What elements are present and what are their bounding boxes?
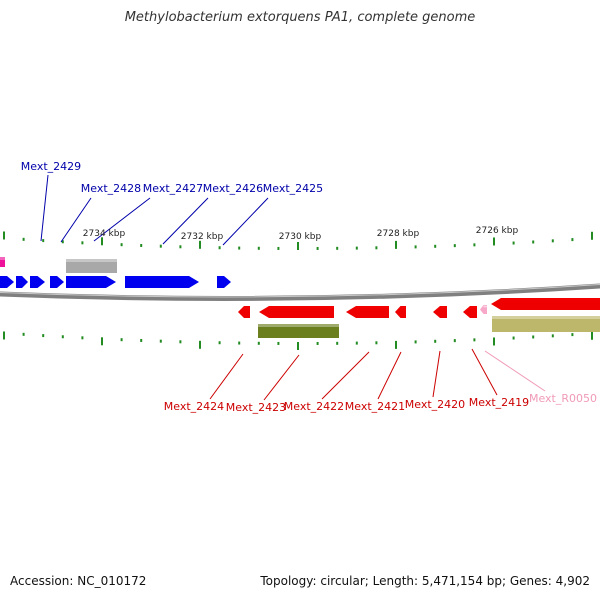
reverse-gene bbox=[238, 306, 250, 318]
reverse-leader-line bbox=[209, 353, 244, 400]
genome-backbone-highlight bbox=[0, 284, 600, 298]
forward-gene bbox=[16, 276, 28, 288]
gene-features bbox=[0, 257, 600, 338]
reverse-gene bbox=[346, 306, 389, 318]
forward-gene-label: Mext_2426 bbox=[203, 182, 263, 195]
forward-leader-line bbox=[93, 197, 151, 242]
reverse-feature-light-body bbox=[492, 316, 600, 332]
forward-gene bbox=[125, 276, 199, 288]
reverse-gene-body bbox=[463, 306, 477, 318]
accession-text: Accession: NC_010172 bbox=[10, 574, 147, 588]
scale-label: 2734 kbp bbox=[83, 229, 126, 239]
forward-leader-line bbox=[162, 197, 209, 245]
reverse-gene-body bbox=[395, 306, 406, 318]
forward-gene-body bbox=[217, 276, 231, 288]
trna-feature-highlight bbox=[0, 257, 5, 260]
scale-label: 2732 kbp bbox=[181, 232, 224, 242]
reverse-leader-line bbox=[471, 348, 498, 396]
forward-gene bbox=[0, 276, 14, 288]
reverse-gene-body bbox=[238, 306, 250, 318]
forward-gene-body bbox=[125, 276, 199, 288]
topology-summary: Topology: circular; Length: 5,471,154 bp… bbox=[260, 574, 590, 588]
forward-gene bbox=[66, 276, 116, 288]
reverse-leader-line bbox=[321, 351, 370, 400]
forward-gene-label: Mext_2427 bbox=[143, 182, 203, 195]
forward-gene-body bbox=[50, 276, 64, 288]
reverse-gene-label: Mext_2422 bbox=[284, 400, 344, 413]
reverse-gene-body bbox=[259, 306, 334, 318]
forward-leader-line bbox=[60, 197, 92, 243]
forward-gene-body bbox=[0, 276, 14, 288]
reverse-gene-body bbox=[433, 306, 447, 318]
reverse-leader-line bbox=[484, 350, 546, 392]
reverse-gene-body bbox=[346, 306, 389, 318]
label-leader-lines bbox=[40, 174, 546, 401]
forward-feature-grey-highlight bbox=[66, 259, 117, 262]
forward-gene bbox=[217, 276, 231, 288]
scale-label: 2726 kbp bbox=[476, 226, 519, 236]
reverse-gene-label: Mext_R0050 bbox=[529, 392, 597, 405]
reverse-gene bbox=[463, 306, 477, 318]
forward-gene bbox=[30, 276, 45, 288]
map-title: Methylobacterium extorquens PA1, complet… bbox=[124, 10, 476, 25]
forward-feature-grey bbox=[66, 259, 117, 273]
reverse-feature-dark bbox=[258, 324, 339, 338]
reverse-feature-dark-body bbox=[258, 324, 339, 338]
forward-feature-grey-body bbox=[66, 259, 117, 273]
reverse-gene-body bbox=[491, 298, 600, 310]
scale-labels: 2734 kbp 2732 kbp 2730 kbp 2728 kbp 2726 kbp bbox=[83, 226, 519, 242]
reverse-gene bbox=[491, 298, 600, 310]
reverse-gene-label: Mext_2424 bbox=[164, 400, 224, 413]
forward-leader-line bbox=[40, 174, 49, 242]
reverse-gene bbox=[395, 306, 406, 318]
forward-gene-label: Mext_2428 bbox=[81, 182, 141, 195]
forward-gene-body bbox=[30, 276, 45, 288]
forward-gene-body bbox=[66, 276, 116, 288]
trna-feature bbox=[0, 257, 5, 267]
scale-label: 2728 kbp bbox=[377, 229, 420, 239]
scale-ticks bbox=[3, 231, 593, 350]
reverse-gene-label: Mext_2421 bbox=[345, 400, 405, 413]
forward-gene-label: Mext_2425 bbox=[263, 182, 323, 195]
forward-gene-body bbox=[16, 276, 28, 288]
forward-gene-label: Mext_2429 bbox=[21, 160, 81, 173]
reverse-leader-line bbox=[263, 354, 300, 401]
trna-feature-body bbox=[0, 257, 5, 267]
reverse-gene-label: Mext_2423 bbox=[226, 401, 286, 414]
reverse-feature-dark-highlight bbox=[258, 324, 339, 327]
genome-backbone bbox=[0, 283, 600, 301]
reverse-feature-light bbox=[492, 316, 600, 332]
forward-leader-line bbox=[222, 197, 269, 246]
reverse-feature-light-highlight bbox=[492, 316, 600, 319]
forward-gene bbox=[50, 276, 64, 288]
reverse-gene-label: Mext_2420 bbox=[405, 398, 465, 411]
reverse-leader-line bbox=[432, 350, 441, 398]
reverse-gene bbox=[433, 306, 447, 318]
rrna-feature bbox=[480, 305, 487, 314]
reverse-gene bbox=[259, 306, 334, 318]
reverse-leader-line bbox=[377, 351, 402, 400]
scale-label: 2730 kbp bbox=[279, 232, 322, 242]
reverse-gene-label: Mext_2419 bbox=[469, 396, 529, 409]
